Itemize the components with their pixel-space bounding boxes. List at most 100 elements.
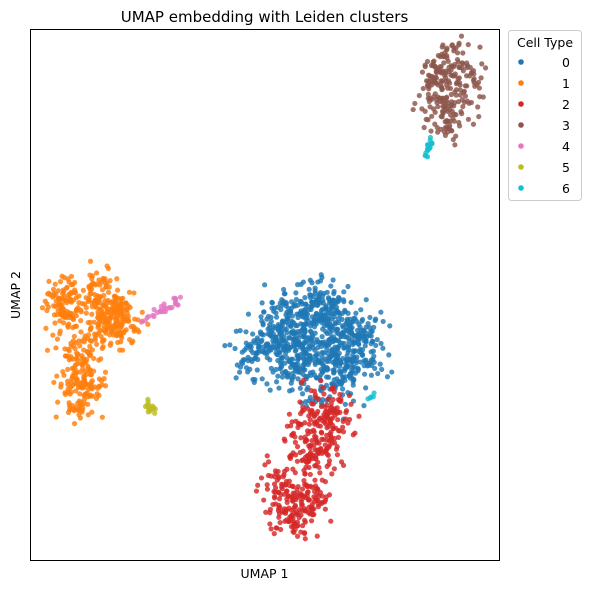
cluster-0-point (329, 381, 335, 387)
cluster-2-point (322, 497, 329, 503)
cluster-0-point (259, 376, 265, 382)
cluster-1-point (55, 399, 61, 405)
cluster-2-point (291, 529, 297, 536)
cluster-0-point (295, 376, 301, 382)
cluster-4-point (159, 308, 165, 314)
cluster-3-point (447, 118, 453, 124)
cluster-2-point (278, 526, 284, 533)
cluster-2-point (272, 493, 278, 500)
cluster-2-point (317, 470, 323, 476)
cluster-2-point (312, 392, 318, 398)
cluster-2-point (327, 418, 333, 424)
cluster-1-point (97, 319, 103, 325)
cluster-0-point (368, 372, 375, 378)
cluster-3-point (422, 64, 428, 70)
cluster-2-point (318, 403, 325, 410)
cluster-0-point (345, 344, 351, 350)
cluster-2-point (333, 446, 340, 452)
cluster-2-point (271, 481, 278, 487)
cluster-0-point (288, 323, 294, 329)
cluster-0-point (277, 324, 283, 331)
cluster-0-point (267, 387, 273, 393)
cluster-1-point (87, 258, 94, 264)
cluster-2-point (258, 475, 265, 481)
cluster-1-point (111, 293, 117, 299)
cluster-1-point (64, 284, 70, 290)
cluster-2-point (298, 435, 304, 441)
cluster-0-point (326, 337, 332, 343)
cluster-2-point (314, 411, 320, 417)
cluster-1-point (51, 312, 58, 318)
cluster-2-point (335, 417, 341, 423)
cluster-2-point (314, 439, 320, 446)
cluster-1-point (104, 324, 110, 330)
cluster-3-point (453, 92, 459, 98)
cluster-3-point (478, 75, 484, 81)
cluster-0-point (343, 365, 349, 371)
cluster-3-point (443, 103, 449, 109)
cluster-1-point (81, 375, 87, 381)
cluster-0-point (300, 325, 306, 331)
cluster-3-point (465, 63, 471, 69)
cluster-1-point (85, 412, 91, 418)
cluster-2-point (253, 488, 260, 494)
cluster-3-point (444, 55, 450, 61)
cluster-1-point (126, 289, 133, 295)
cluster-0-point (299, 391, 306, 397)
cluster-0-point (359, 347, 366, 353)
cluster-2-point (271, 488, 277, 495)
cluster-0-point (341, 299, 347, 305)
cluster-2-point (285, 493, 291, 499)
cluster-0-point (331, 370, 337, 376)
cluster-0-point (335, 309, 341, 315)
cluster-0-point (307, 394, 313, 401)
cluster-1-point (139, 309, 145, 315)
cluster-0-point (321, 350, 327, 356)
cluster-0-point (259, 318, 265, 324)
cluster-3-point (451, 118, 457, 124)
cluster-1-point (97, 300, 103, 306)
cluster-2-point (303, 437, 309, 443)
cluster-1-point (59, 302, 65, 308)
cluster-2-point (299, 408, 305, 414)
cluster-2-point (286, 478, 292, 484)
cluster-1-point (87, 319, 94, 325)
cluster-1-point (68, 299, 75, 305)
cluster-0-point (363, 385, 369, 391)
cluster-1-point (46, 278, 52, 285)
cluster-0-point (332, 358, 338, 364)
cluster-0-point (367, 314, 373, 321)
cluster-1-point (72, 287, 78, 293)
cluster-2-point (264, 486, 271, 492)
cluster-0-point (345, 349, 351, 355)
cluster-2-point (307, 483, 313, 489)
cluster-1-point (66, 400, 72, 406)
cluster-3-point (470, 77, 477, 84)
cluster-1-point (71, 333, 77, 339)
cluster-1-point (61, 372, 67, 378)
cluster-2-point (283, 481, 289, 488)
cluster-2-point (281, 436, 287, 442)
cluster-1-point (77, 391, 83, 397)
cluster-0-point (351, 348, 357, 355)
cluster-0-point (354, 357, 360, 364)
cluster-0-point (345, 283, 351, 290)
cluster-1-point (61, 314, 68, 320)
cluster-2-point (326, 458, 333, 464)
cluster-0-point (323, 374, 330, 380)
cluster-0-point (321, 290, 327, 297)
cluster-1-point (135, 327, 141, 333)
cluster-0-point (378, 309, 384, 315)
cluster-0-point (347, 327, 353, 334)
cluster-4-point (161, 301, 167, 307)
cluster-0-point (312, 285, 318, 291)
cluster-2-point (299, 493, 305, 499)
cluster-4-point (177, 294, 184, 300)
cluster-2-point (279, 481, 285, 487)
cluster-0-point (259, 349, 265, 355)
cluster-3-point (419, 69, 426, 75)
scatter-points (39, 33, 489, 542)
cluster-1-point (94, 281, 100, 287)
cluster-0-point (339, 316, 345, 322)
cluster-2-point (301, 377, 307, 383)
